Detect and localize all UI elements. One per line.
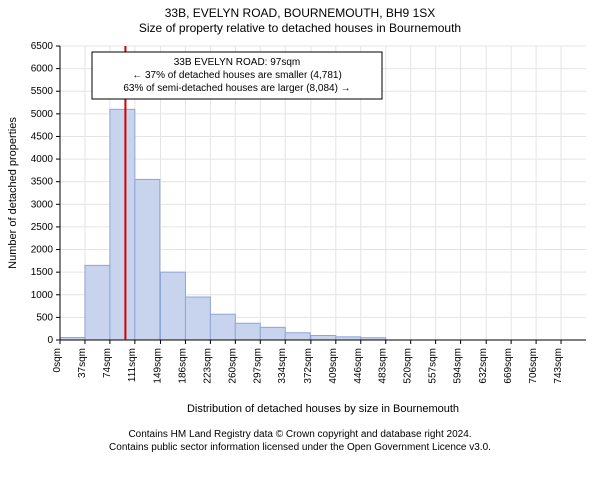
x-tick-label: 334sqm xyxy=(277,348,288,384)
histogram-bar xyxy=(185,297,210,340)
chart-svg: 0 500 1000 1500 2000 2500 3000 3500 4000 4500 5000… xyxy=(0,36,600,418)
page-title-line1: 33B, EVELYN ROAD, BOURNEMOUTH, BH9 1SX xyxy=(0,0,600,21)
x-tick-label: 706sqm xyxy=(528,348,539,384)
y-tick-label: 6000 xyxy=(31,64,54,75)
footer: Contains HM Land Registry data © Crown c… xyxy=(0,429,600,454)
x-tick-label: 520sqm xyxy=(403,348,414,384)
x-tick-label: 632sqm xyxy=(478,348,489,384)
y-tick-label: 500 xyxy=(36,312,53,323)
footer-line2: Contains public sector information licen… xyxy=(0,442,600,455)
y-tick-label: 5500 xyxy=(31,86,54,97)
x-tick-label: 669sqm xyxy=(503,348,514,384)
x-tick-label: 0sqm xyxy=(52,348,63,372)
y-tick-label: 4500 xyxy=(31,131,54,142)
y-tick-label: 4000 xyxy=(31,154,54,165)
x-tick-label: 111sqm xyxy=(127,348,138,382)
x-tick-label: 446sqm xyxy=(353,348,364,384)
histogram-bar xyxy=(210,314,235,340)
y-tick-label: 6500 xyxy=(31,41,54,52)
page-title-line2: Size of property relative to detached ho… xyxy=(0,21,600,36)
y-tick-label: 3500 xyxy=(31,177,54,188)
footer-line1: Contains HM Land Registry data © Crown c… xyxy=(0,429,600,442)
histogram-bar xyxy=(260,327,285,340)
x-tick-label: 223sqm xyxy=(202,348,213,384)
x-tick-label: 74sqm xyxy=(102,348,113,378)
histogram-bar xyxy=(85,265,110,340)
x-tick-label: 372sqm xyxy=(303,348,314,384)
annotation-line: 33B EVELYN ROAD: 97sqm xyxy=(174,57,301,68)
histogram-chart: 0 500 1000 1500 2000 2500 3000 3500 4000 4500 5000… xyxy=(0,36,600,423)
x-tick-label: 743sqm xyxy=(553,348,564,384)
histogram-bar xyxy=(285,333,310,340)
x-axis-label: Distribution of detached houses by size … xyxy=(187,403,459,415)
x-tick-label: 594sqm xyxy=(453,348,464,384)
x-tick-label: 557sqm xyxy=(428,348,439,384)
y-tick-label: 1000 xyxy=(31,290,54,301)
y-tick-label: 2000 xyxy=(31,245,54,256)
histogram-bar xyxy=(311,335,336,340)
x-tick-label: 260sqm xyxy=(227,348,238,384)
x-tick-label: 149sqm xyxy=(152,348,163,384)
annotation-line: ← 37% of detached houses are smaller (4,… xyxy=(132,70,342,81)
x-tick-label: 409sqm xyxy=(328,348,339,384)
y-tick-label: 0 xyxy=(47,335,53,346)
x-tick-label: 483sqm xyxy=(378,348,389,384)
histogram-bar xyxy=(110,109,135,340)
histogram-bar xyxy=(160,272,185,340)
annotation-line: 63% of semi-detached houses are larger (… xyxy=(123,83,350,94)
y-tick-label: 1500 xyxy=(31,267,54,278)
x-tick-label: 297sqm xyxy=(252,348,263,384)
y-tick-label: 3000 xyxy=(31,199,54,210)
x-tick-label: 37sqm xyxy=(77,348,88,378)
x-tick-label: 186sqm xyxy=(177,348,188,384)
histogram-bar xyxy=(235,323,260,340)
y-tick-label: 2500 xyxy=(31,222,54,233)
histogram-bar xyxy=(135,179,160,340)
y-tick-label: 5000 xyxy=(31,109,54,120)
y-axis-label: Number of detached properties xyxy=(7,117,19,269)
